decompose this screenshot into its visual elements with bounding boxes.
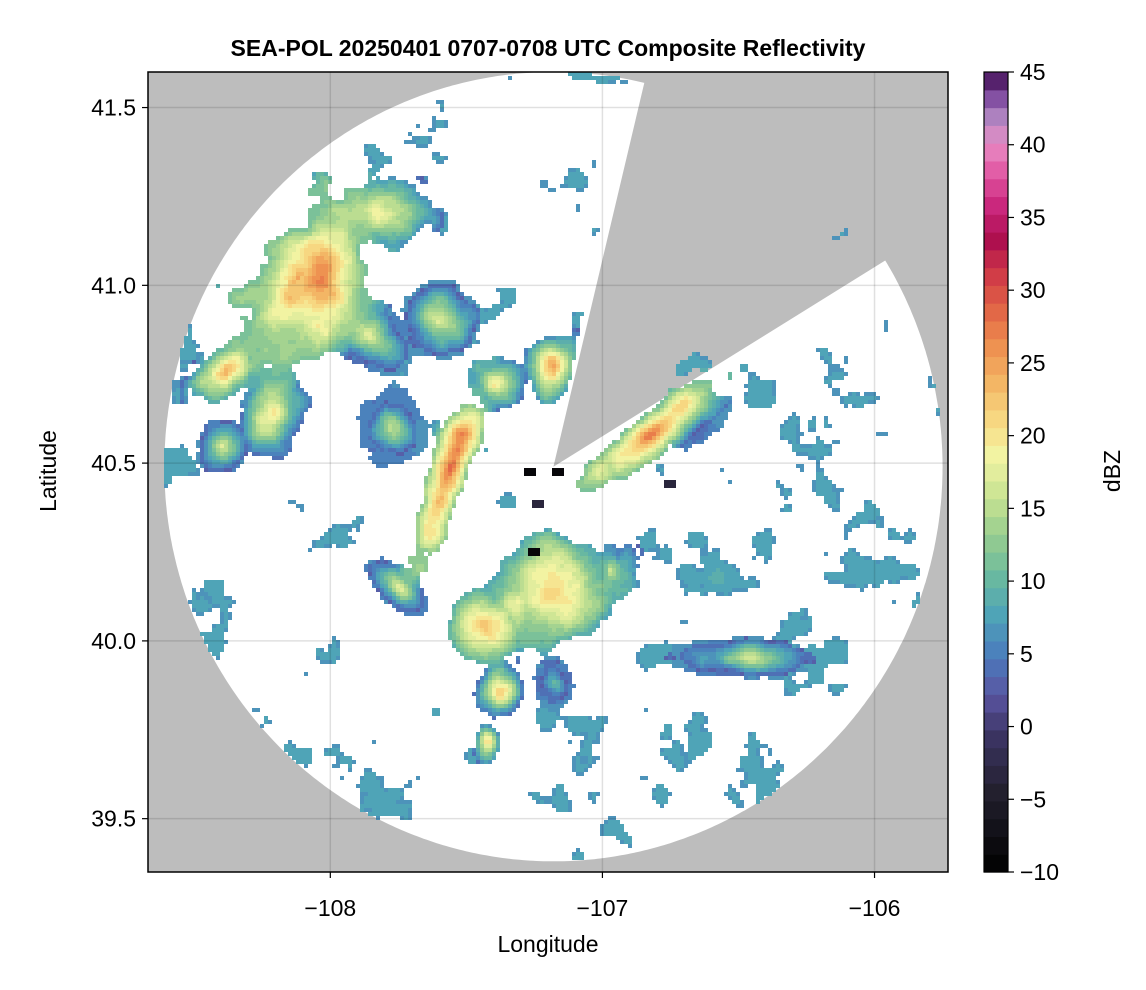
colorbar-step [984,427,1008,446]
colorbar-tick-label: 40 [1020,132,1046,158]
colorbar-step [984,623,1008,642]
colorbar-step [984,107,1008,126]
colorbar-tick-label: 20 [1020,423,1046,449]
x-tick-label: −107 [577,895,629,921]
colorbar-step [984,658,1008,678]
colorbar-step [984,516,1008,535]
colorbar-step [984,232,1008,251]
y-tick-label: 41.0 [91,272,136,298]
colorbar-step [984,160,1008,180]
x-axis-label: Longitude [497,931,598,957]
plot-frame [147,71,949,873]
colorbar-step [984,765,1008,784]
y-tick-label: 40.5 [91,450,136,476]
colorbar-step [984,89,1008,109]
colorbar-step [984,640,1008,660]
colorbar-step [984,534,1008,553]
colorbar-step [984,712,1008,731]
colorbar-step [984,285,1008,304]
colorbar-tick-label: 15 [1020,495,1046,521]
colorbar-step [984,605,1008,624]
colorbar-step [984,480,1008,500]
colorbar-step [984,552,1008,571]
plot-area [148,72,948,872]
y-tick-label: 40.0 [91,628,136,654]
y-axis-label: Latitude [35,430,61,512]
colorbar-step [984,409,1008,429]
colorbar-frame [983,71,1009,873]
colorbar-step [984,676,1008,695]
colorbar-step [984,463,1008,482]
colorbar-step [984,267,1008,286]
colorbar-tick-label: 35 [1020,204,1046,230]
colorbar-tick-label: 0 [1020,714,1033,740]
colorbar-step [984,303,1008,322]
colorbar-step [984,445,1008,464]
colorbar-step [984,338,1008,358]
colorbar-step [984,587,1008,606]
colorbar-step [984,72,1008,91]
colorbar-step [984,818,1008,838]
colorbar-step [984,178,1008,198]
colorbar-step [984,196,1008,215]
colorbar-tick-label: 10 [1020,568,1046,594]
colorbar-step [984,214,1008,233]
colorbar-step [984,854,1008,873]
colorbar-step [984,800,1008,820]
colorbar-tick-label: 45 [1020,59,1046,85]
colorbar-step [984,392,1008,411]
colorbar-step [984,374,1008,393]
colorbar-step [984,125,1008,144]
chart-title: SEA-POL 20250401 0707-0708 UTC Composite… [231,35,866,61]
y-tick-label: 39.5 [91,806,136,832]
colorbar-step [984,569,1008,589]
colorbar-tick-label: 5 [1020,641,1033,667]
colorbar-label: dBZ [1099,450,1125,492]
colorbar-step [984,783,1008,802]
colorbar-tick-label: 30 [1020,277,1046,303]
colorbar-step [984,747,1008,766]
colorbar-ticks: −10 −5 0 5 10 15 20 25 30 35 40 45 [1008,59,1059,885]
colorbar-step [984,836,1008,855]
colorbar-tick-label: 25 [1020,350,1046,376]
y-tick-label: 41.5 [91,95,136,121]
x-tick-label: −108 [304,895,356,921]
grid-lines [148,72,948,872]
colorbar: −10 −5 0 5 10 15 20 25 30 35 40 45 [983,59,1059,885]
colorbar-step [984,249,1008,269]
colorbar-tick-label: −5 [1020,786,1046,812]
colorbar-steps [984,72,1008,873]
colorbar-tick-label: −10 [1020,859,1059,885]
colorbar-step [984,320,1008,340]
x-tick-label: −106 [849,895,901,921]
colorbar-step [984,729,1008,749]
colorbar-step [984,356,1008,375]
colorbar-step [984,143,1008,162]
colorbar-step [984,498,1008,518]
x-axis-ticks: −108 −107 −106 [304,872,900,921]
reflectivity-field [148,72,948,872]
y-axis-ticks: 39.5 40.0 40.5 41.0 41.5 [91,95,148,832]
colorbar-step [984,694,1008,713]
